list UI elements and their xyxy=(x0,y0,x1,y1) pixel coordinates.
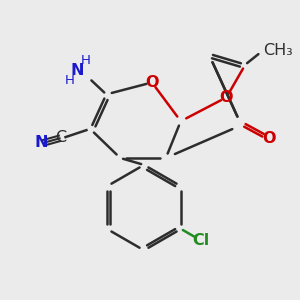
Text: N: N xyxy=(71,63,84,78)
Text: CH₃: CH₃ xyxy=(263,43,293,58)
Text: H: H xyxy=(64,74,74,87)
Text: O: O xyxy=(262,130,276,146)
Text: C: C xyxy=(55,130,66,145)
Text: Cl: Cl xyxy=(192,233,209,248)
Text: O: O xyxy=(220,90,233,105)
Text: O: O xyxy=(145,75,159,90)
Text: H: H xyxy=(80,54,90,67)
Text: N: N xyxy=(35,135,49,150)
